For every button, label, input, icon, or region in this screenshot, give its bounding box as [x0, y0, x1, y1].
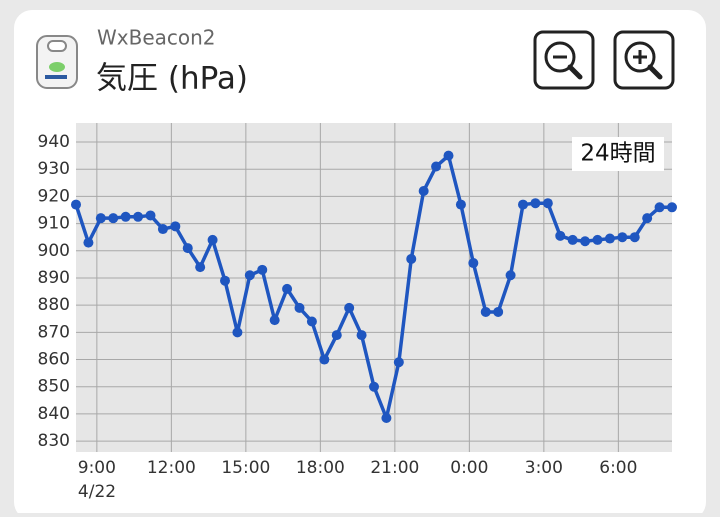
zoom-out-button[interactable]: [533, 30, 595, 90]
data-point: [145, 210, 156, 221]
data-point: [654, 202, 665, 213]
app-icon: [36, 35, 78, 89]
data-point: [344, 302, 355, 313]
y-tick-label: 850: [38, 377, 70, 397]
plot-area: [76, 123, 672, 452]
data-point: [629, 232, 640, 243]
data-point: [505, 270, 516, 281]
data-point: [518, 199, 528, 210]
data-point: [157, 224, 168, 235]
x-tick-label: 18:00: [296, 458, 345, 478]
y-tick-label: 920: [38, 186, 70, 206]
data-point: [71, 199, 81, 210]
y-tick-label: 930: [38, 159, 70, 179]
data-point: [232, 327, 243, 338]
x-tick-label: 15:00: [221, 458, 270, 478]
date-label: 4/22: [78, 482, 116, 502]
chart-title: 気圧 (hPa): [96, 61, 248, 97]
data-point: [244, 270, 255, 281]
data-point: [418, 185, 429, 196]
data-point: [356, 330, 367, 341]
y-tick-label: 830: [38, 431, 70, 451]
data-point: [381, 413, 392, 424]
data-point: [133, 211, 144, 222]
data-point: [120, 211, 131, 222]
x-tick-label: 3:00: [525, 458, 563, 478]
data-point: [642, 213, 653, 224]
data-point: [182, 243, 193, 254]
x-tick-label: 12:00: [147, 458, 196, 478]
data-point: [369, 381, 379, 392]
data-point: [542, 198, 553, 209]
y-tick-label: 890: [38, 268, 70, 288]
data-point: [455, 199, 466, 210]
data-point: [580, 236, 591, 247]
data-point: [306, 316, 317, 327]
data-point: [431, 161, 442, 172]
x-tick-label: 0:00: [450, 458, 488, 478]
data-point: [269, 315, 280, 326]
data-point: [555, 230, 566, 241]
data-point: [195, 262, 206, 273]
data-point: [331, 330, 342, 341]
data-point: [480, 306, 491, 317]
data-point: [393, 357, 404, 368]
data-point: [83, 237, 94, 248]
zoom-in-button[interactable]: [613, 30, 675, 90]
data-point: [282, 283, 293, 294]
x-tick-label: 9:00: [78, 458, 116, 478]
y-tick-label: 910: [38, 214, 70, 234]
data-point: [567, 234, 578, 245]
data-point: [207, 234, 218, 245]
data-point: [530, 198, 541, 209]
data-point: [220, 275, 230, 286]
data-point: [468, 258, 479, 269]
app-name: WxBeacon2: [97, 26, 216, 50]
period-box: [572, 137, 664, 171]
y-tick-label: 880: [38, 295, 70, 315]
data-point: [95, 213, 106, 224]
data-point: [604, 233, 615, 244]
data-point: [319, 354, 330, 365]
x-tick-label: 21:00: [370, 458, 419, 478]
y-tick-label: 860: [38, 350, 70, 370]
data-point: [294, 302, 305, 313]
data-point: [108, 213, 119, 224]
data-point: [493, 306, 504, 317]
y-tick-label: 900: [38, 241, 70, 261]
data-point: [592, 234, 603, 245]
data-point: [617, 232, 628, 243]
y-tick-label: 840: [38, 404, 70, 424]
period-label: 24時間: [580, 141, 655, 167]
data-point: [406, 253, 417, 264]
data-point: [170, 221, 181, 232]
data-point: [257, 264, 268, 275]
y-tick-label: 940: [38, 132, 70, 152]
y-tick-label: 870: [38, 322, 70, 342]
x-tick-label: 6:00: [599, 458, 637, 478]
data-point: [667, 202, 677, 213]
data-point: [443, 150, 454, 161]
